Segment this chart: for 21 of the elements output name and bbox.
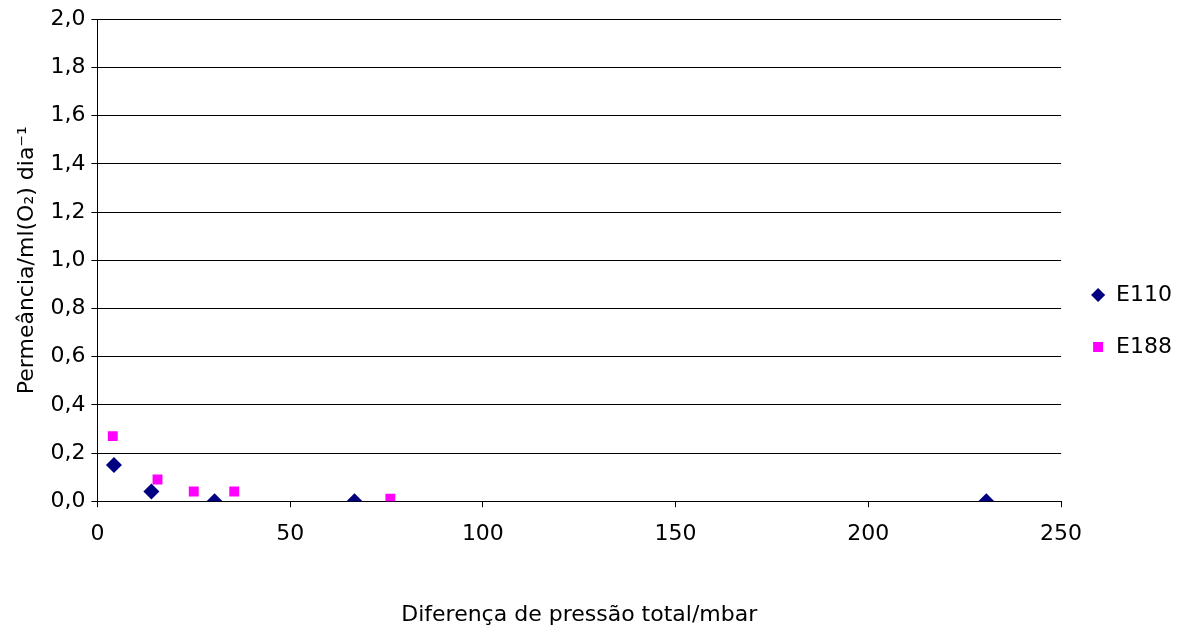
x-tick-label: 50 [276, 520, 305, 546]
y-tick-label: 1,0 [50, 245, 86, 271]
x-tick-label: 0 [90, 520, 105, 546]
x-axis-title: Diferença de pressão total/mbar [401, 600, 759, 626]
x-tick-label: 250 [1040, 520, 1083, 546]
y-tick-label: 1,2 [50, 197, 86, 223]
legend-label: E110 [1116, 280, 1173, 306]
legend-label: E188 [1116, 332, 1173, 358]
y-axis-title: Permeância/ml(O₂) dia⁻¹ [12, 126, 38, 395]
y-tick-label: 0,2 [50, 438, 86, 464]
y-tick-label: 1,6 [50, 101, 86, 127]
y-tick-label: 1,8 [50, 53, 86, 79]
y-tick-label: 0,8 [50, 294, 86, 320]
y-tick-label: 0,4 [50, 390, 86, 416]
y-tick-label: 0,0 [50, 486, 86, 512]
x-tick-label: 150 [654, 520, 697, 546]
y-tick-label: 1,4 [50, 149, 86, 175]
x-tick-label: 100 [461, 520, 504, 546]
y-tick-label: 0,6 [50, 342, 86, 368]
x-tick-label: 200 [847, 520, 890, 546]
y-tick-label: 2,0 [50, 4, 86, 30]
